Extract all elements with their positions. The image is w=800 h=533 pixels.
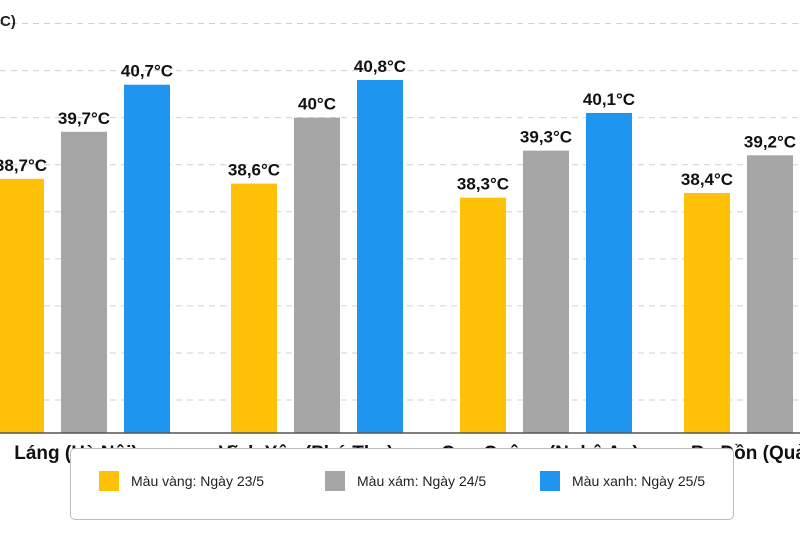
data-label: 39,3°C bbox=[520, 128, 572, 147]
legend: Màu vàng: Ngày 23/5 Màu xám: Ngày 24/5 M… bbox=[70, 448, 734, 520]
bar bbox=[61, 131, 107, 434]
bar bbox=[586, 112, 632, 434]
bar bbox=[294, 117, 340, 434]
bar bbox=[523, 150, 569, 433]
legend-label-gray: Màu xám: Ngày 24/5 bbox=[357, 473, 487, 489]
data-label: 38,3°C bbox=[457, 175, 509, 194]
data-label: 40,8°C bbox=[354, 57, 406, 76]
legend-label-blue: Màu xanh: Ngày 25/5 bbox=[572, 473, 706, 489]
bar bbox=[684, 192, 730, 433]
data-label: 38,6°C bbox=[228, 161, 280, 180]
data-label: 39,7°C bbox=[58, 109, 110, 128]
data-label: 40°C bbox=[298, 95, 336, 114]
data-label: 38,7°C bbox=[0, 156, 47, 175]
data-label: 40,7°C bbox=[121, 62, 173, 81]
legend-label-yellow: Màu vàng: Ngày 23/5 bbox=[131, 473, 265, 489]
data-label: 39,2°C bbox=[744, 132, 796, 151]
bar bbox=[0, 178, 44, 433]
y-axis-label: C) bbox=[0, 13, 16, 30]
data-label: 38,4°C bbox=[681, 170, 733, 189]
legend-item-gray: Màu xám: Ngày 24/5 bbox=[325, 471, 486, 491]
legend-swatch-yellow bbox=[99, 471, 119, 491]
bar bbox=[460, 197, 506, 433]
data-label: 40,1°C bbox=[583, 90, 635, 109]
bar bbox=[231, 183, 277, 433]
bars-group: 38,7°C 39,7°C 40,7°C 38,6°C 40°C 40,8°C 38,3°C… bbox=[0, 57, 796, 434]
legend-item-blue: Màu xanh: Ngày 25/5 bbox=[540, 471, 705, 491]
legend-swatch-gray bbox=[325, 471, 345, 491]
bar bbox=[747, 155, 793, 433]
legend-item-yellow: Màu vàng: Ngày 23/5 bbox=[99, 471, 264, 491]
bar bbox=[357, 80, 403, 434]
bar bbox=[124, 84, 170, 433]
legend-swatch-blue bbox=[540, 471, 560, 491]
